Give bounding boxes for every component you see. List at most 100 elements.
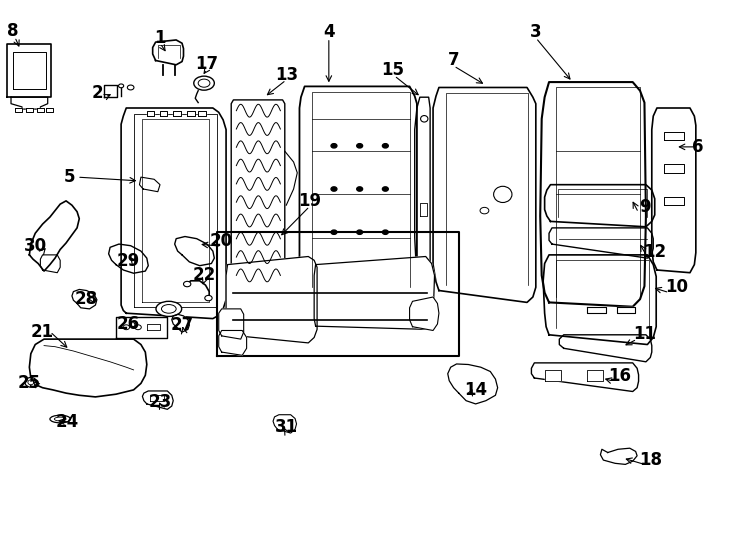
Text: 18: 18 <box>639 451 662 469</box>
Text: 30: 30 <box>23 237 47 255</box>
Polygon shape <box>664 132 684 140</box>
Circle shape <box>382 187 388 191</box>
Polygon shape <box>231 100 285 292</box>
Text: 6: 6 <box>691 138 703 156</box>
Polygon shape <box>587 307 606 313</box>
Ellipse shape <box>123 325 129 329</box>
Polygon shape <box>420 202 427 216</box>
Polygon shape <box>7 44 51 97</box>
Polygon shape <box>153 40 184 65</box>
Text: 15: 15 <box>381 61 404 79</box>
Text: 7: 7 <box>448 51 459 70</box>
Ellipse shape <box>128 85 134 90</box>
Polygon shape <box>11 97 48 109</box>
Text: 26: 26 <box>117 315 140 333</box>
Circle shape <box>357 187 363 191</box>
Text: 3: 3 <box>530 23 542 42</box>
Ellipse shape <box>28 380 34 384</box>
Polygon shape <box>617 307 635 313</box>
Polygon shape <box>198 111 206 116</box>
Text: 25: 25 <box>18 374 41 393</box>
Polygon shape <box>109 244 148 273</box>
Text: 31: 31 <box>275 417 298 436</box>
Text: 2: 2 <box>92 84 103 102</box>
Text: 28: 28 <box>75 290 98 308</box>
Polygon shape <box>147 324 160 330</box>
Circle shape <box>331 144 337 148</box>
Polygon shape <box>46 108 53 112</box>
Circle shape <box>480 207 489 214</box>
Polygon shape <box>545 185 655 227</box>
Polygon shape <box>219 309 244 339</box>
Circle shape <box>331 230 337 234</box>
Text: 16: 16 <box>608 367 631 385</box>
Polygon shape <box>273 415 297 433</box>
Ellipse shape <box>194 76 214 90</box>
Ellipse shape <box>421 116 428 122</box>
Polygon shape <box>139 177 160 192</box>
Polygon shape <box>559 335 652 362</box>
Polygon shape <box>299 86 417 302</box>
Text: 24: 24 <box>56 413 79 431</box>
Circle shape <box>357 230 363 234</box>
Polygon shape <box>543 255 656 345</box>
Polygon shape <box>116 317 167 338</box>
Polygon shape <box>600 448 637 464</box>
Text: 9: 9 <box>639 198 650 217</box>
Polygon shape <box>415 97 430 297</box>
Text: 19: 19 <box>298 192 321 210</box>
Text: 8: 8 <box>7 22 19 40</box>
Circle shape <box>382 144 388 148</box>
Polygon shape <box>314 256 435 329</box>
Polygon shape <box>15 108 22 112</box>
Polygon shape <box>160 111 167 116</box>
Text: 14: 14 <box>464 381 487 399</box>
Polygon shape <box>187 111 195 116</box>
Polygon shape <box>175 237 214 266</box>
Text: 29: 29 <box>117 252 140 271</box>
Circle shape <box>382 230 388 234</box>
Polygon shape <box>72 289 97 309</box>
Ellipse shape <box>198 79 210 87</box>
Ellipse shape <box>54 417 66 421</box>
Ellipse shape <box>25 377 37 387</box>
Polygon shape <box>664 197 684 205</box>
Text: 1: 1 <box>154 29 166 47</box>
Polygon shape <box>410 297 439 330</box>
Polygon shape <box>172 314 189 332</box>
Polygon shape <box>448 364 498 404</box>
Polygon shape <box>433 87 536 302</box>
Circle shape <box>357 144 363 148</box>
Circle shape <box>331 187 337 191</box>
Text: 12: 12 <box>643 242 666 261</box>
Polygon shape <box>26 108 33 112</box>
Polygon shape <box>652 108 696 273</box>
Ellipse shape <box>50 415 70 423</box>
Polygon shape <box>37 108 44 112</box>
Ellipse shape <box>493 186 512 202</box>
Polygon shape <box>142 391 173 409</box>
Polygon shape <box>13 52 46 89</box>
Text: 4: 4 <box>323 23 335 42</box>
Polygon shape <box>549 228 653 258</box>
Text: 13: 13 <box>275 65 298 84</box>
Polygon shape <box>40 255 60 273</box>
Text: 10: 10 <box>665 278 688 296</box>
Text: 20: 20 <box>210 232 233 250</box>
Polygon shape <box>226 256 317 343</box>
Polygon shape <box>545 370 561 381</box>
Polygon shape <box>219 330 247 355</box>
Text: 5: 5 <box>64 168 76 186</box>
Polygon shape <box>29 339 147 397</box>
Text: 23: 23 <box>148 393 172 411</box>
Circle shape <box>184 281 191 287</box>
Text: 11: 11 <box>633 325 656 343</box>
Polygon shape <box>150 395 164 401</box>
Text: 17: 17 <box>195 55 219 73</box>
Polygon shape <box>587 370 603 381</box>
Ellipse shape <box>118 84 123 87</box>
Polygon shape <box>147 111 154 116</box>
Polygon shape <box>173 111 181 116</box>
Text: 22: 22 <box>192 266 216 285</box>
Polygon shape <box>664 164 684 173</box>
